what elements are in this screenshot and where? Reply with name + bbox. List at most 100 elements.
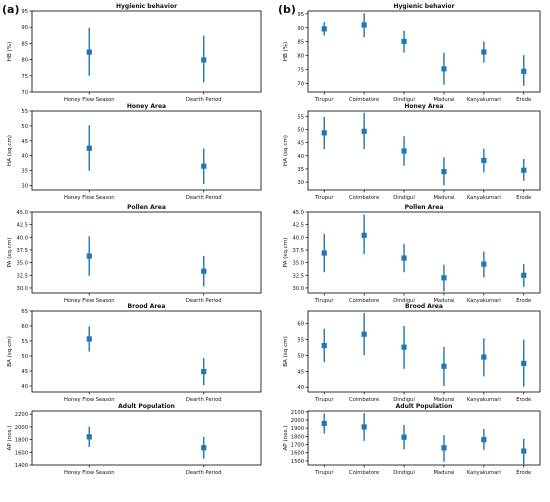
data-point <box>321 130 327 136</box>
x-tick-label: Erode <box>516 397 531 403</box>
data-point <box>321 26 327 32</box>
x-tick-label: Madurai <box>433 97 454 103</box>
chart-title: Brood Area <box>405 303 443 310</box>
subplot-a-2: Pollen Area 30.0 32.5 35.0 37.5 40.0 42.5 45.0 P… <box>7 204 262 304</box>
data-point <box>481 157 487 164</box>
x-tick-label: Honey Flow Season <box>64 97 115 103</box>
data-point <box>321 343 327 349</box>
chart-title: Hygienic behavior <box>393 3 454 10</box>
y-tick-label: 55 <box>297 114 304 120</box>
chart-title: Adult Population <box>396 403 453 410</box>
y-tick-label: 32.5 <box>292 273 304 279</box>
x-tick-label: Honey Flow Season <box>64 195 115 201</box>
data-point <box>86 253 92 259</box>
x-tick-label: Tirupur <box>314 298 334 304</box>
y-tick-label: 85 <box>297 40 304 46</box>
y-tick-label: 90 <box>21 25 28 31</box>
x-tick-label: Dindigul <box>393 298 414 304</box>
y-tick-label: 80 <box>297 54 304 60</box>
x-tick-label: Madurai <box>433 470 454 476</box>
plot-frame <box>307 10 541 93</box>
y-tick-label: 2000 <box>15 425 28 431</box>
y-axis-label: HA (sq.cm) <box>283 135 289 166</box>
plot-frame <box>31 410 262 466</box>
y-tick-label: 90 <box>297 26 304 32</box>
x-tick-label: Tirupur <box>314 97 334 103</box>
y-tick-label: 30.0 <box>292 286 304 292</box>
y-tick-label: 1600 <box>291 451 304 457</box>
chart-title: Pollen Area <box>127 204 166 211</box>
y-tick-label: 35 <box>21 169 28 175</box>
x-tick-label: Dearth Period <box>186 298 222 304</box>
y-tick-label: 55 <box>21 109 28 115</box>
y-tick-label: 35.0 <box>16 261 28 267</box>
x-tick-label: Dindigul <box>393 470 414 476</box>
y-tick-label: 30 <box>297 180 304 186</box>
data-point <box>201 445 207 451</box>
subplot-b-1: Honey Area 30 35 40 45 50 55 HA (sq.cm) Tirupur C… <box>283 103 541 201</box>
x-tick-label: Kanyakumari <box>467 298 501 304</box>
y-tick-label: 40.0 <box>16 235 28 241</box>
data-point <box>361 232 367 238</box>
x-tick-label: Madurai <box>433 298 454 304</box>
y-tick-label: 30 <box>21 184 28 190</box>
y-axis-label: HB (%) <box>283 42 289 62</box>
y-tick-label: 55 <box>297 338 304 344</box>
y-tick-label: 40 <box>21 384 28 390</box>
data-point <box>401 148 407 154</box>
y-tick-label: 40 <box>297 385 304 391</box>
chart-title: Honey Area <box>404 103 443 110</box>
y-tick-label: 50 <box>297 127 304 133</box>
data-point <box>521 448 527 454</box>
y-tick-label: 35 <box>297 167 304 173</box>
x-tick-label: Dearth Period <box>186 470 222 476</box>
x-tick-label: Kanyakumari <box>467 470 501 476</box>
subplot-a-3: Brood Area 40 45 50 55 60 65 BA (sq.cm) Honey Fl… <box>7 303 262 403</box>
x-tick-label: Coimbatore <box>349 195 379 201</box>
data-point <box>321 420 327 427</box>
data-point <box>201 57 207 63</box>
data-point <box>441 363 447 369</box>
data-point <box>521 360 527 367</box>
panel-label-a: (a) <box>2 3 19 16</box>
data-point <box>401 434 407 440</box>
y-tick-label: 45.0 <box>16 210 28 216</box>
plot-frame <box>307 310 541 393</box>
y-axis-label: PA (sq.cm) <box>283 238 289 268</box>
data-point <box>521 272 527 278</box>
x-tick-label: Coimbatore <box>349 470 379 476</box>
y-tick-label: 75 <box>297 68 304 74</box>
y-tick-label: 30.0 <box>16 286 28 292</box>
y-tick-label: 37.5 <box>16 248 28 254</box>
x-tick-label: Tirupur <box>314 470 334 476</box>
x-tick-label: Erode <box>516 97 531 103</box>
y-tick-label: 50 <box>21 354 28 360</box>
data-point <box>521 68 527 74</box>
y-tick-label: 45 <box>21 369 28 375</box>
y-tick-label: 70 <box>297 82 304 88</box>
y-tick-label: 1800 <box>291 434 304 440</box>
chart-title: Adult Population <box>118 403 175 410</box>
y-tick-label: 42.5 <box>16 223 28 229</box>
panel-label-b: (b) <box>278 3 296 16</box>
x-tick-label: Dearth Period <box>186 397 222 403</box>
x-tick-label: Kanyakumari <box>467 195 501 201</box>
data-point <box>201 268 207 274</box>
data-point <box>86 145 92 151</box>
y-axis-label: BA (sq.cm) <box>7 336 13 367</box>
data-point <box>441 275 447 281</box>
x-tick-label: Dindigul <box>393 397 414 403</box>
chart-title: Brood Area <box>128 303 166 310</box>
x-tick-label: Dindigul <box>393 97 414 103</box>
data-point <box>441 445 447 451</box>
x-tick-label: Coimbatore <box>349 397 379 403</box>
chart-title: Pollen Area <box>405 204 444 211</box>
data-point <box>481 354 487 360</box>
x-tick-label: Honey Flow Season <box>64 298 115 304</box>
y-tick-label: 40 <box>21 154 28 160</box>
plot-frame <box>307 410 541 466</box>
x-tick-label: Honey Flow Season <box>64 470 115 476</box>
y-tick-label: 80 <box>21 58 28 64</box>
y-axis-label: PA (sq.cm) <box>7 238 13 268</box>
y-tick-label: 60 <box>21 324 28 330</box>
